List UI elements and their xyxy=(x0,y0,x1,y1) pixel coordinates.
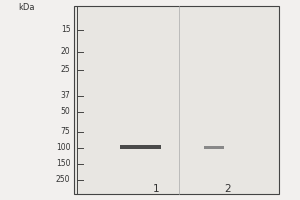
Text: kDa: kDa xyxy=(18,3,34,12)
Text: 50: 50 xyxy=(61,108,70,116)
Text: 250: 250 xyxy=(56,176,70,184)
Bar xyxy=(74,6,279,194)
Text: 150: 150 xyxy=(56,160,70,168)
Text: 75: 75 xyxy=(61,128,70,136)
Text: 15: 15 xyxy=(61,25,70,34)
Bar xyxy=(120,145,160,149)
Text: 37: 37 xyxy=(61,92,70,100)
Text: 25: 25 xyxy=(61,66,70,74)
Bar xyxy=(204,146,224,148)
Text: 2: 2 xyxy=(225,184,231,194)
Text: 100: 100 xyxy=(56,144,70,152)
Text: 1: 1 xyxy=(153,184,159,194)
Text: 20: 20 xyxy=(61,47,70,56)
